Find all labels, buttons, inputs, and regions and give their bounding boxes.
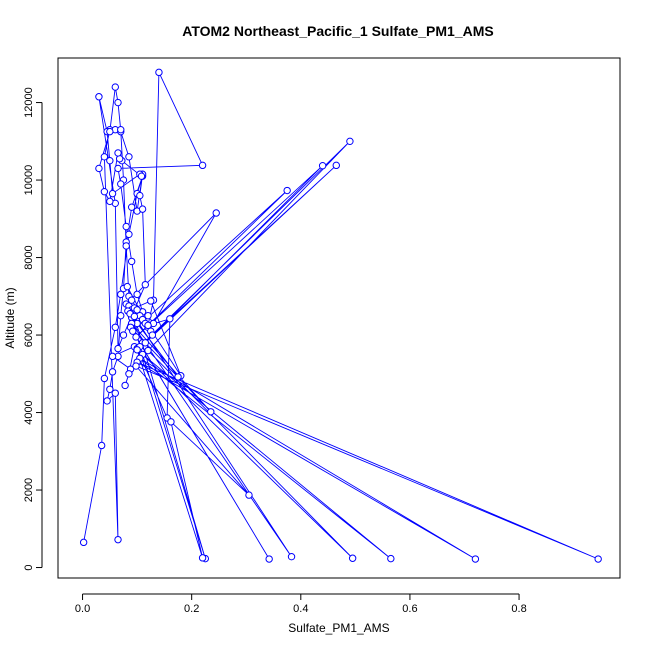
data-point	[148, 331, 157, 339]
data-point	[127, 257, 136, 266]
data-point	[125, 370, 133, 378]
data-point	[132, 333, 140, 341]
data-point	[130, 312, 139, 321]
x-tick-label: 0.0	[75, 603, 90, 615]
data-point	[106, 385, 114, 393]
y-tick-label: 0	[23, 564, 35, 570]
data-point	[123, 282, 131, 291]
data-point	[117, 125, 125, 134]
series-layer	[79, 68, 602, 563]
data-point	[318, 162, 327, 170]
plot-frame	[57, 57, 621, 579]
data-point	[265, 555, 273, 563]
data-point	[387, 554, 395, 563]
data-point	[95, 93, 103, 101]
data-point	[114, 535, 122, 544]
data-point	[108, 189, 117, 198]
data-point	[79, 538, 88, 547]
data-point	[127, 296, 136, 304]
data-point	[174, 373, 182, 381]
data-point	[119, 331, 128, 339]
y-tick-label: 6000	[23, 323, 35, 347]
data-point	[332, 161, 340, 170]
axes-layer: 0.0 0.2 0.4 0.6 0.8 0 2000 4000 6000 8000 10000 120…	[23, 87, 527, 615]
x-axis-label: Sulfate_PM1_AMS	[288, 621, 389, 635]
x-tick-label: 0.8	[511, 603, 526, 615]
data-point	[127, 203, 136, 211]
y-tick-label: 2000	[23, 478, 35, 502]
data-point	[114, 149, 122, 157]
data-point	[106, 156, 114, 165]
data-point	[166, 315, 174, 323]
data-point	[144, 321, 152, 330]
x-tick-label: 0.4	[293, 603, 308, 615]
data-point	[137, 172, 146, 180]
data-point	[138, 205, 147, 213]
data-point	[114, 164, 122, 173]
data-point	[117, 290, 125, 299]
data-point	[106, 127, 114, 136]
data-point	[144, 346, 152, 355]
data-point	[111, 83, 119, 91]
data-point	[100, 374, 109, 383]
y-tick-label: 4000	[23, 400, 35, 424]
data-point	[125, 153, 133, 161]
data-point	[348, 554, 357, 562]
data-point	[122, 242, 130, 250]
data-point	[133, 346, 141, 354]
data-point	[114, 98, 122, 107]
data-point	[136, 191, 144, 200]
chart-title: ATOM2 Northeast_Pacific_1 Sulfate_PM1_AM…	[182, 23, 493, 39]
data-point	[97, 441, 106, 450]
data-point	[108, 368, 117, 376]
y-axis-label: Altitude (m)	[3, 287, 17, 348]
data-point	[198, 161, 207, 170]
data-point	[106, 197, 114, 206]
data-point	[108, 352, 117, 361]
data-point	[114, 344, 122, 353]
data-point	[346, 137, 354, 146]
data-point	[95, 164, 103, 173]
data-point	[133, 306, 141, 314]
data-point	[198, 554, 207, 562]
data-point	[283, 186, 291, 195]
y-tick-label: 10000	[23, 165, 35, 196]
data-point	[141, 339, 150, 347]
data-point	[141, 280, 150, 289]
data-point	[117, 311, 125, 320]
data-point	[117, 180, 125, 188]
data-point	[121, 381, 129, 390]
data-point	[133, 290, 141, 299]
data-point	[129, 327, 137, 335]
x-tick-label: 0.6	[402, 603, 417, 615]
data-point	[212, 209, 220, 217]
data-point	[100, 153, 109, 161]
data-point	[125, 230, 133, 239]
data-point	[111, 389, 119, 397]
data-point	[167, 418, 175, 426]
data-point	[245, 491, 253, 499]
data-point	[155, 68, 163, 77]
data-point	[207, 408, 215, 416]
data-point	[111, 323, 119, 331]
series-line	[83, 72, 599, 560]
data-point	[103, 397, 111, 405]
data-point	[100, 187, 109, 196]
data-point	[471, 555, 480, 563]
data-point	[132, 362, 140, 370]
x-tick-label: 0.2	[184, 603, 199, 615]
y-tick-label: 8000	[23, 245, 35, 269]
y-tick-label: 12000	[23, 87, 35, 118]
data-point	[594, 555, 602, 563]
data-point	[122, 222, 130, 231]
data-point	[147, 297, 155, 305]
data-point	[287, 552, 296, 561]
data-point	[144, 311, 152, 320]
